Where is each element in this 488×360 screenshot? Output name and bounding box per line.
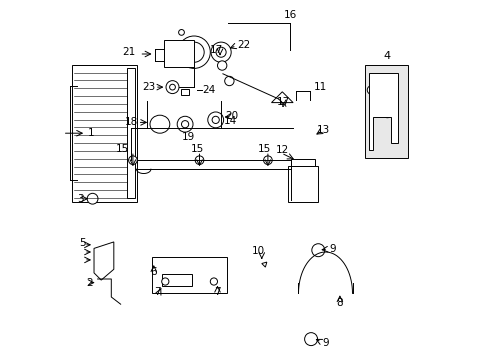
Text: 15: 15 <box>115 144 128 154</box>
Circle shape <box>169 84 175 90</box>
Circle shape <box>87 193 98 204</box>
Circle shape <box>207 112 223 128</box>
Text: 20: 20 <box>225 111 238 121</box>
Text: 22: 22 <box>237 40 250 50</box>
Circle shape <box>166 81 179 94</box>
Circle shape <box>162 278 168 285</box>
Circle shape <box>210 278 217 285</box>
Circle shape <box>128 156 137 165</box>
Circle shape <box>366 86 375 94</box>
Text: 6: 6 <box>150 267 157 277</box>
Text: 9: 9 <box>321 338 328 348</box>
Circle shape <box>181 121 188 128</box>
Bar <box>163 40 194 67</box>
Text: 19: 19 <box>182 132 195 142</box>
Circle shape <box>224 76 234 86</box>
Polygon shape <box>162 274 192 286</box>
Circle shape <box>382 109 391 118</box>
Circle shape <box>177 116 193 132</box>
Text: 11: 11 <box>313 82 326 92</box>
Text: 15: 15 <box>257 144 270 154</box>
Text: 1: 1 <box>88 128 94 138</box>
Bar <box>181 89 188 95</box>
Polygon shape <box>94 242 114 280</box>
Circle shape <box>217 61 226 70</box>
Text: 24: 24 <box>202 85 215 95</box>
Polygon shape <box>368 73 397 150</box>
Circle shape <box>178 30 184 35</box>
Circle shape <box>216 47 225 57</box>
Text: 2: 2 <box>86 278 93 288</box>
Circle shape <box>195 156 203 165</box>
Circle shape <box>304 333 317 346</box>
Text: 9: 9 <box>328 244 335 254</box>
Text: 10: 10 <box>251 246 264 256</box>
Bar <box>151 257 227 293</box>
Bar <box>72 65 136 202</box>
Circle shape <box>212 116 219 123</box>
Circle shape <box>375 100 384 109</box>
Text: 3: 3 <box>77 194 84 204</box>
Text: 17: 17 <box>209 45 223 55</box>
Text: 12: 12 <box>275 145 289 156</box>
Bar <box>365 65 407 158</box>
Bar <box>287 166 318 202</box>
Bar <box>291 159 314 166</box>
Text: 17: 17 <box>276 97 289 107</box>
Text: 13: 13 <box>316 125 329 135</box>
Text: 18: 18 <box>124 117 138 127</box>
Text: 23: 23 <box>142 82 155 92</box>
Circle shape <box>381 78 389 87</box>
Circle shape <box>263 156 272 165</box>
Circle shape <box>183 42 204 62</box>
Circle shape <box>178 36 210 68</box>
Text: 4: 4 <box>383 51 389 61</box>
Text: 14: 14 <box>224 116 237 126</box>
Ellipse shape <box>150 115 169 133</box>
Text: 8: 8 <box>336 298 343 308</box>
Text: 15: 15 <box>191 144 204 154</box>
Circle shape <box>211 42 231 62</box>
Text: 7: 7 <box>154 287 161 297</box>
Text: 7: 7 <box>214 287 221 297</box>
Text: 5: 5 <box>79 238 85 248</box>
Polygon shape <box>261 262 266 267</box>
Text: 16: 16 <box>284 10 297 20</box>
Polygon shape <box>271 92 292 103</box>
Bar <box>127 68 134 198</box>
Text: 21: 21 <box>122 47 136 57</box>
Circle shape <box>311 244 324 257</box>
